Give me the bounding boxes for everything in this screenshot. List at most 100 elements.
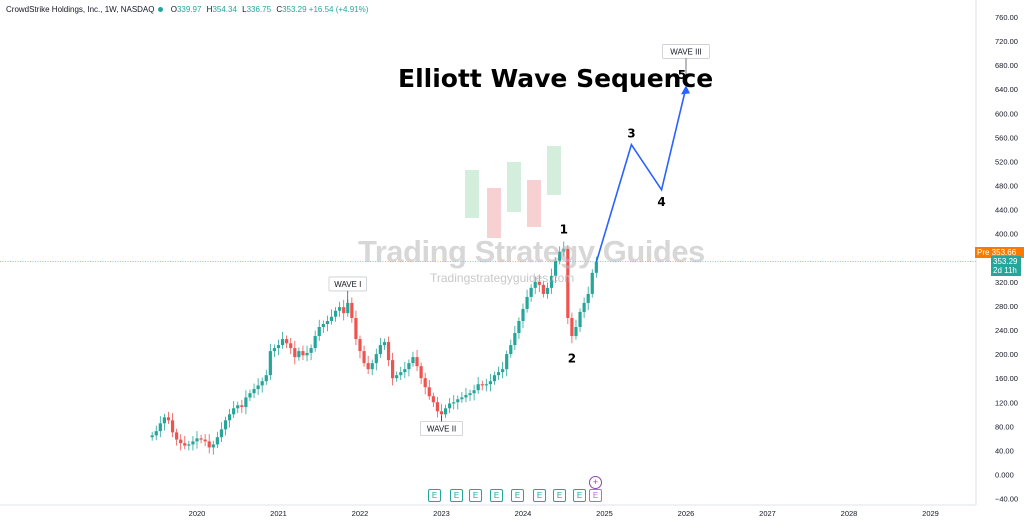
change-value: +16.54 (+4.91%) — [308, 5, 369, 14]
candle-body — [509, 345, 513, 355]
low-label: L — [242, 5, 247, 14]
candle-body — [358, 339, 362, 352]
earnings-e-icon[interactable]: E — [533, 489, 546, 502]
candle-body — [448, 403, 452, 409]
earnings-e-icon[interactable]: E — [469, 489, 482, 502]
market-status-icon — [157, 7, 163, 13]
watermark-title: Trading Strategy Guides — [358, 234, 705, 269]
open-value: 339.97 — [176, 5, 202, 14]
candle-body — [545, 287, 550, 294]
candle-body — [219, 429, 224, 438]
candle-body — [435, 402, 440, 412]
candle-body — [382, 342, 387, 346]
bar-countdown-tag: 2d 11h — [991, 265, 1021, 276]
candle-body — [419, 366, 423, 379]
candle-body — [170, 420, 175, 433]
candle-body — [240, 405, 244, 408]
candle-body — [289, 343, 293, 349]
candle-body — [472, 390, 476, 394]
candle-body — [541, 284, 545, 294]
candle-body — [366, 363, 370, 370]
candle-body — [570, 317, 574, 337]
candle-body — [207, 441, 211, 448]
candle-body — [236, 405, 240, 409]
candle-body — [505, 354, 509, 370]
candle-body — [321, 324, 325, 328]
x-tick-label: 2029 — [922, 509, 939, 518]
y-tick-label: 680.00 — [995, 61, 1018, 70]
candle-body — [566, 248, 570, 318]
candle-body — [162, 417, 166, 424]
candle-body — [554, 260, 558, 276]
y-tick-label: 320.00 — [995, 278, 1018, 287]
candle-body — [513, 333, 517, 346]
candle-body — [431, 396, 435, 403]
wave-number-label: 1 — [560, 223, 568, 237]
candle-body — [187, 444, 191, 446]
earnings-e-icon[interactable]: E — [553, 489, 566, 502]
candle-body — [183, 443, 187, 446]
earnings-e-icon[interactable]: E — [490, 489, 503, 502]
candle-body — [342, 307, 346, 314]
earnings-e-icon[interactable]: E — [428, 489, 441, 502]
x-tick-label: 2026 — [678, 509, 695, 518]
candle-body — [391, 360, 395, 379]
candle-body — [313, 336, 317, 349]
candle-body — [427, 387, 431, 397]
x-tick-label: 2020 — [189, 509, 206, 518]
earnings-e-icon[interactable]: E — [450, 489, 463, 502]
candle-body — [492, 375, 497, 382]
upcoming-earnings-e-icon[interactable]: E — [589, 489, 602, 502]
candle-body — [191, 441, 195, 445]
y-tick-label: 0.000 — [995, 471, 1014, 480]
candle-body — [338, 307, 342, 311]
open-label: O — [170, 5, 177, 14]
close-label: C — [276, 5, 283, 14]
candle-body — [354, 317, 358, 340]
candle-body — [370, 363, 374, 370]
y-tick-label: 440.00 — [995, 206, 1018, 215]
candle-body — [501, 369, 505, 373]
candle-body — [525, 296, 529, 309]
candle-body — [415, 357, 419, 367]
symbol-name[interactable]: CrowdStrike Holdings, Inc., 1W, NASDAQ — [6, 5, 155, 14]
candle-body — [378, 345, 382, 355]
close-value: 353.29 — [282, 5, 307, 14]
y-tick-label: 40.00 — [995, 446, 1014, 455]
y-tick-label: 200.00 — [995, 350, 1018, 359]
candle-body — [175, 432, 179, 440]
y-tick-label: 240.00 — [995, 326, 1018, 335]
candle-body — [452, 402, 456, 404]
low-value: 336.75 — [246, 5, 272, 14]
candle-body — [248, 393, 252, 398]
candle-body — [317, 327, 321, 337]
watermark-logo-bar — [465, 170, 479, 218]
x-tick-label: 2023 — [433, 509, 450, 518]
candle-body — [521, 308, 525, 321]
candle-body — [264, 375, 268, 382]
add-event-icon[interactable]: + — [589, 476, 602, 489]
earnings-e-icon[interactable]: E — [573, 489, 586, 502]
y-tick-label: 280.00 — [995, 302, 1018, 311]
candle-body — [244, 397, 248, 408]
candle-body — [456, 399, 460, 403]
y-tick-label: 760.00 — [995, 13, 1018, 22]
candle-body — [228, 414, 232, 421]
candle-body — [399, 372, 403, 376]
candle-body — [362, 351, 366, 364]
candle-body — [386, 342, 391, 361]
earnings-e-icon[interactable]: E — [511, 489, 524, 502]
candle-body — [407, 363, 411, 370]
candle-body — [517, 320, 521, 334]
candle-body — [529, 287, 533, 297]
y-tick-label: −40.00 — [995, 495, 1018, 504]
candle-body — [480, 384, 484, 386]
candle-body — [586, 293, 590, 303]
candle-body — [403, 369, 407, 373]
candle-body — [578, 311, 582, 328]
candle-body — [199, 438, 203, 440]
x-tick-label: 2022 — [352, 509, 369, 518]
candle-body — [395, 375, 399, 379]
candle-body — [468, 393, 472, 396]
